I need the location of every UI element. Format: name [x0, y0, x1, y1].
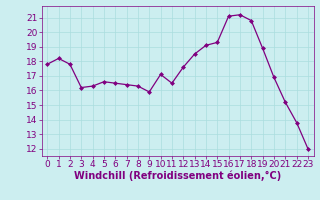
- X-axis label: Windchill (Refroidissement éolien,°C): Windchill (Refroidissement éolien,°C): [74, 171, 281, 181]
